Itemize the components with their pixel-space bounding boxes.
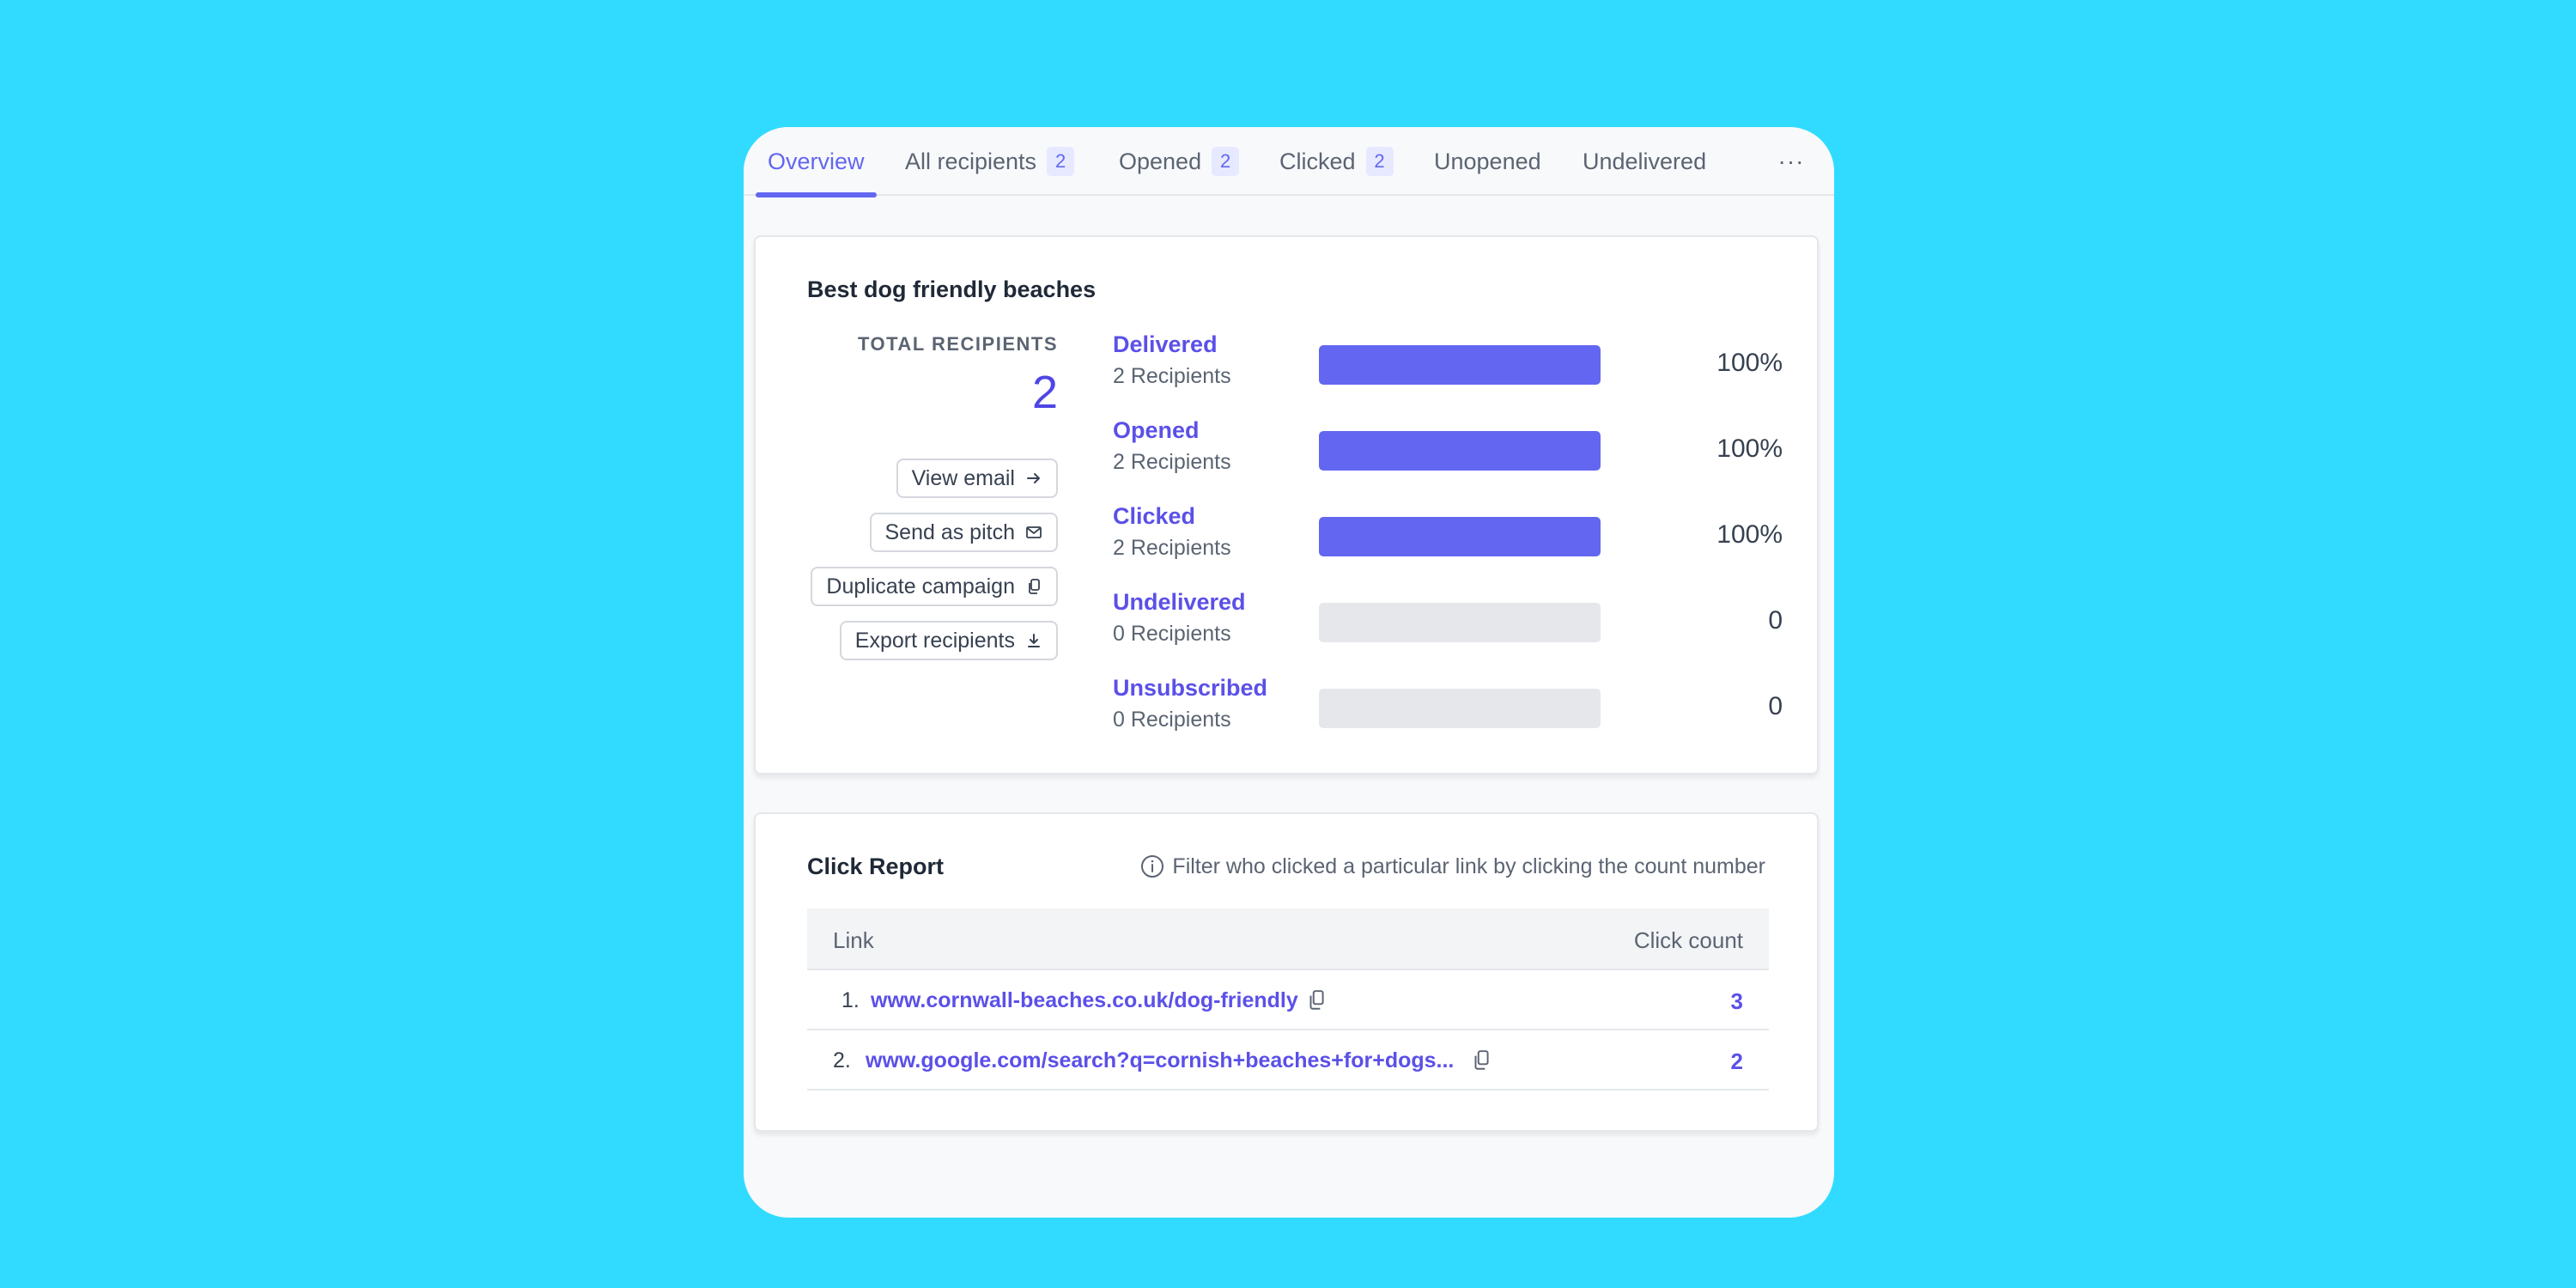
stat-opened-value: 100% bbox=[1716, 434, 1783, 463]
click-report-title: Click Report bbox=[807, 854, 945, 879]
click-report-table: Link Click count 1. www.cornwall-beaches… bbox=[807, 908, 1769, 1091]
copy-icon bbox=[1029, 579, 1040, 594]
send-as-pitch-label: Send as pitch bbox=[884, 519, 1016, 544]
total-recipients-value: 2 bbox=[1031, 367, 1058, 418]
info-icon bbox=[1141, 855, 1164, 878]
stat-unsubscribed-value: 0 bbox=[1768, 692, 1783, 720]
campaign-overview-card: Best dog friendly beaches TOTAL RECIPIEN… bbox=[754, 235, 1819, 775]
tab-undelivered[interactable]: Undelivered bbox=[1583, 127, 1706, 196]
click-report-card: Click Report Filter who clicked a partic… bbox=[754, 812, 1819, 1132]
stat-delivered-bar bbox=[1319, 345, 1601, 385]
arrow-right-icon bbox=[1027, 473, 1040, 483]
duplicate-campaign-button[interactable]: Duplicate campaign bbox=[811, 567, 1058, 606]
table-row: 1. www.cornwall-beaches.co.uk/dog-friend… bbox=[807, 970, 1769, 1030]
view-email-button[interactable]: View email bbox=[896, 459, 1058, 498]
stat-unsubscribed-bar bbox=[1319, 689, 1601, 728]
tab-opened[interactable]: Opened 2 bbox=[1119, 127, 1240, 196]
mail-icon bbox=[1026, 526, 1042, 538]
tab-unopened-label: Unopened bbox=[1434, 148, 1541, 174]
tab-all-recipients-label: All recipients bbox=[905, 148, 1037, 174]
tab-undelivered-label: Undelivered bbox=[1583, 148, 1707, 174]
tab-all-recipients-badge: 2 bbox=[1047, 147, 1075, 176]
tab-all-recipients[interactable]: All recipients 2 bbox=[905, 127, 1075, 196]
export-recipients-button[interactable]: Export recipients bbox=[839, 621, 1058, 660]
active-tab-underline bbox=[756, 192, 877, 197]
stat-clicked-value: 100% bbox=[1716, 520, 1783, 549]
link-url[interactable]: www.google.com/search?q=cornish+beaches+… bbox=[866, 1048, 1455, 1072]
stat-undelivered-name[interactable]: Undelivered bbox=[1113, 589, 1246, 615]
more-options-icon[interactable]: ··· bbox=[1777, 148, 1805, 174]
stat-unsubscribed: Unsubscribed 0 Recipients 0 bbox=[1113, 675, 1783, 735]
duplicate-campaign-label: Duplicate campaign bbox=[826, 574, 1015, 598]
tab-overview[interactable]: Overview bbox=[756, 127, 877, 197]
stat-opened: Opened 2 Recipients 100% bbox=[1113, 417, 1783, 477]
tab-opened-badge: 2 bbox=[1212, 147, 1240, 176]
tab-unopened[interactable]: Unopened bbox=[1434, 127, 1541, 196]
stat-opened-recipients: 2 Recipients bbox=[1113, 450, 1231, 474]
stat-clicked: Clicked 2 Recipients 100% bbox=[1113, 503, 1783, 563]
table-row: 2. www.google.com/search?q=cornish+beach… bbox=[807, 1030, 1769, 1091]
row-number: 1. bbox=[841, 988, 860, 1012]
copy-icon[interactable] bbox=[1472, 1049, 1491, 1072]
send-as-pitch-button[interactable]: Send as pitch bbox=[869, 513, 1058, 552]
tab-clicked-badge: 2 bbox=[1365, 147, 1394, 176]
click-report-hint: Filter who clicked a particular link by … bbox=[1139, 854, 1765, 879]
stat-delivered-recipients: 2 Recipients bbox=[1113, 364, 1231, 388]
click-report-hint-text: Filter who clicked a particular link by … bbox=[1172, 854, 1765, 878]
view-email-label: View email bbox=[911, 465, 1015, 490]
click-count[interactable]: 2 bbox=[1730, 1048, 1743, 1074]
click-count[interactable]: 3 bbox=[1730, 988, 1743, 1014]
table-header: Link Click count bbox=[807, 908, 1769, 970]
column-header-click-count: Click count bbox=[1633, 927, 1743, 953]
stat-opened-bar bbox=[1319, 431, 1601, 471]
stat-unsubscribed-recipients: 0 Recipients bbox=[1113, 708, 1231, 732]
stat-undelivered-bar bbox=[1319, 603, 1601, 642]
export-recipients-label: Export recipients bbox=[854, 628, 1015, 653]
stat-delivered-name[interactable]: Delivered bbox=[1113, 331, 1218, 357]
column-header-link: Link bbox=[833, 927, 874, 953]
tab-bar: Overview All recipients 2 Opened 2 Click… bbox=[744, 127, 1834, 197]
copy-icon[interactable] bbox=[1307, 989, 1326, 1012]
stat-delivered-value: 100% bbox=[1716, 349, 1783, 377]
stat-unsubscribed-name[interactable]: Unsubscribed bbox=[1113, 675, 1268, 701]
stat-undelivered-value: 0 bbox=[1768, 606, 1783, 635]
tab-clicked[interactable]: Clicked 2 bbox=[1279, 127, 1394, 196]
stat-clicked-recipients: 2 Recipients bbox=[1113, 536, 1231, 560]
stat-opened-name[interactable]: Opened bbox=[1113, 417, 1200, 443]
stat-undelivered-recipients: 0 Recipients bbox=[1113, 622, 1231, 646]
stat-undelivered: Undelivered 0 Recipients 0 bbox=[1113, 589, 1783, 649]
stat-clicked-bar bbox=[1319, 517, 1601, 556]
campaign-title: Best dog friendly beaches bbox=[807, 276, 1097, 302]
stat-opened-bar-fill bbox=[1319, 431, 1601, 471]
stat-delivered-bar-fill bbox=[1319, 345, 1601, 385]
tab-clicked-label: Clicked bbox=[1279, 148, 1356, 174]
campaign-report-panel: Overview All recipients 2 Opened 2 Click… bbox=[744, 127, 1834, 1218]
stat-clicked-name[interactable]: Clicked bbox=[1113, 503, 1196, 529]
stat-delivered: Delivered 2 Recipients 100% bbox=[1113, 331, 1783, 392]
download-icon bbox=[1028, 634, 1040, 647]
total-recipients-label: TOTAL RECIPIENTS bbox=[857, 333, 1058, 355]
tab-overview-label: Overview bbox=[768, 148, 865, 174]
row-number: 2. bbox=[833, 1048, 851, 1072]
stat-clicked-bar-fill bbox=[1319, 517, 1601, 556]
tab-opened-label: Opened bbox=[1119, 148, 1202, 174]
link-url[interactable]: www.cornwall-beaches.co.uk/dog-friendly bbox=[871, 988, 1298, 1012]
